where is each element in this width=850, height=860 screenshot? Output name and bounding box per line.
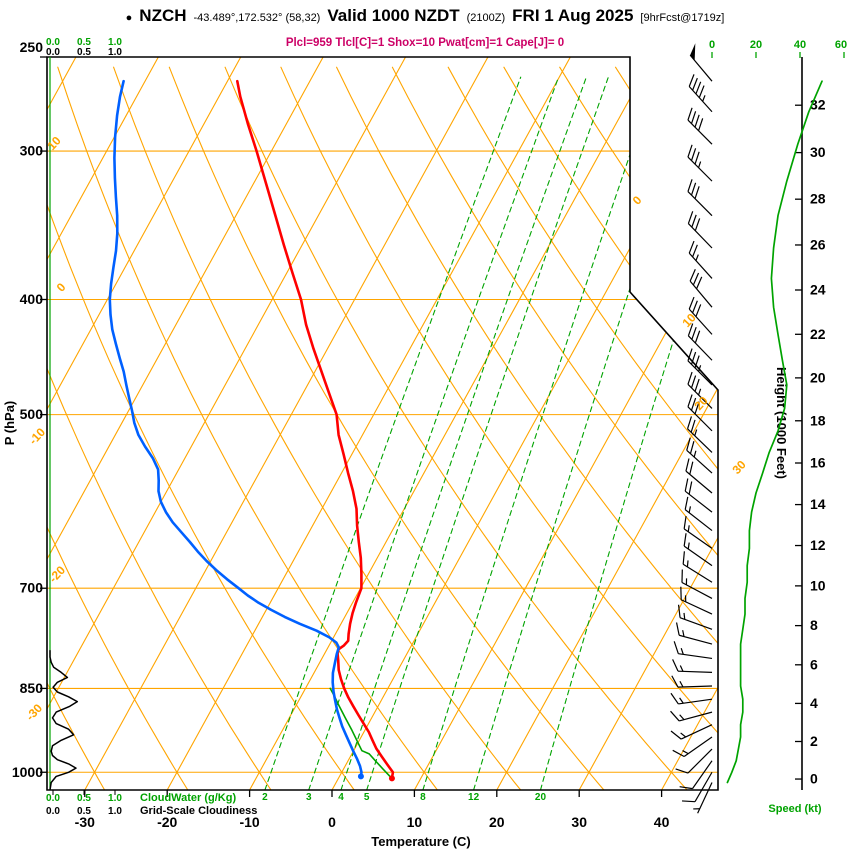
mixing-ratio-labels: 2 3 4 5 8 12 20 [262,792,546,803]
mixing-ratio-label: 12 [468,792,480,803]
temperature-axis: -30 -20 -10 0 10 20 30 40 Temperature (C) [75,790,670,849]
valid-time: Valid 1000 NZDT [327,6,460,25]
adiabat-label: -30 [23,701,45,723]
valid-date: FRI 1 Aug 2025 [512,6,634,25]
cloudiness-scale-top: 0.0 [46,47,60,58]
mixing-ratio-label: 4 [338,792,344,803]
height-tick-label: 0 [810,771,818,787]
profiles [108,79,395,782]
height-tick-label: 6 [810,656,818,672]
temperature-tick-label: -30 [75,814,95,830]
temperature-tick-label: -20 [157,814,177,830]
temperature-tick-label: 40 [654,814,670,830]
cloudwater-scale-top: 0.5 [77,37,91,48]
cloudiness-scale-top: 0.5 [77,47,91,58]
cloudiness-scale-bottom: 1.0 [108,806,122,817]
pressure-axis-title: P (hPa) [2,401,17,446]
grid-isobars [47,150,718,773]
pressure-axis: 250 300 400 500 700 850 1000 P (hPa) [2,39,47,780]
cloudwater-scale-bottom: 0.0 [46,793,60,804]
cloudiness-line [49,649,79,790]
mixing-ratio-label: 2 [262,792,268,803]
pressure-tick-label: 400 [20,291,44,307]
grid-dry-adiabats [47,66,718,790]
temperature-tick-label: 20 [489,814,505,830]
speed-line [726,80,823,784]
pressure-tick-label: 500 [20,406,44,422]
valid-zulu: (2100Z) [466,12,506,24]
mixing-ratio-label: 20 [535,792,547,803]
mixing-ratio-lines [264,76,718,790]
temperature-tick-label: -10 [239,814,259,830]
height-tick-label: 10 [810,577,826,593]
speed-axis-title: Speed (kt) [768,803,822,815]
grid-isotherms [47,57,718,790]
isotherm-label: 0 [630,193,645,208]
temperature-tick-label: 30 [571,814,587,830]
temperature-axis-title: Temperature (C) [371,834,470,849]
station-coords: -43.489°,172.532° (58,32) [193,12,321,24]
isotherm-label: 20 [691,393,711,413]
height-tick-label: 16 [810,455,826,471]
plot-frame [46,56,719,791]
cloudwater-scale-bottom: 0.5 [77,793,91,804]
stability-indices: Plcl=959 Tlcl[C]=1 Shox=10 Pwat[cm]=1 Ca… [285,37,565,49]
speed-tick-label: 60 [835,39,847,51]
height-tick-label: 20 [810,369,826,385]
station-id: NZCH [139,6,187,25]
height-tick-label: 30 [810,144,826,160]
cloudiness-scale-bottom: 0.5 [77,806,91,817]
pressure-tick-label: 300 [20,143,44,159]
pressure-tick-label: 850 [20,680,44,696]
height-tick-label: 8 [810,617,818,633]
cloudiness-title: Grid-Scale Cloudiness [140,805,257,817]
height-tick-label: 18 [810,412,826,428]
pressure-tick-label: 700 [20,580,44,596]
isotherm-label: 30 [729,457,749,477]
station-bullet-icon: ● [125,12,133,24]
temperature-tick-label: 0 [328,814,336,830]
mixing-ratio-label: 8 [420,792,426,803]
temperature-tick-label: 10 [407,814,423,830]
height-tick-label: 2 [810,733,818,749]
height-tick-label: 28 [810,191,826,207]
adiabat-label: -10 [26,425,48,447]
cloudwater-scale-bottom: 1.0 [108,793,122,804]
height-tick-label: 12 [810,537,826,553]
cloudwater-scale-top: 0.0 [46,37,60,48]
title-row: ● NZCH -43.489°,172.532° (58,32) Valid 1… [0,6,850,26]
isotherm-label: 10 [679,310,699,330]
height-tick-label: 14 [810,496,826,512]
cloudiness-scale-top: 1.0 [108,47,122,58]
speed-tick-label: 20 [750,39,762,51]
cloudwater-title: CloudWater (g/Kg) [140,792,236,804]
height-tick-label: 22 [810,326,826,342]
forecast-info: [9hrFcst@1719z] [640,12,725,24]
cloud-scales: 0.00.00.00.00.50.50.50.51.01.01.01.0Clou… [46,37,257,817]
cloudwater-scale-top: 1.0 [108,37,122,48]
height-tick-label: 24 [810,282,826,298]
height-tick-label: 26 [810,236,826,252]
mixing-ratio-label: 3 [306,792,312,803]
speed-tick-label: 40 [794,39,806,51]
wind-barbs [670,43,713,814]
cloudiness-scale-bottom: 0.0 [46,806,60,817]
mixing-ratio-label: 5 [364,792,370,803]
adiabat-label: 0 [54,280,69,295]
height-tick-label: 4 [810,695,818,711]
speed-tick-label: 0 [709,39,715,51]
pressure-tick-label: 250 [20,39,44,55]
pressure-tick-label: 1000 [12,764,43,780]
